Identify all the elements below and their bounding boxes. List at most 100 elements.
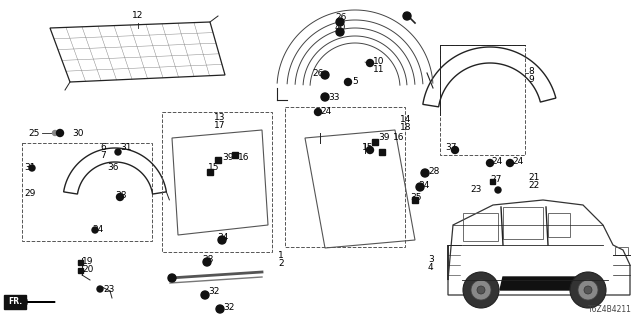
Text: 15: 15 bbox=[208, 163, 220, 172]
Circle shape bbox=[367, 60, 374, 67]
Circle shape bbox=[495, 187, 501, 193]
Text: FR.: FR. bbox=[8, 298, 22, 307]
Bar bbox=[77, 268, 83, 273]
Text: 27: 27 bbox=[490, 174, 501, 183]
Bar bbox=[232, 152, 238, 158]
Circle shape bbox=[416, 183, 424, 191]
Bar bbox=[77, 260, 83, 265]
Circle shape bbox=[367, 147, 374, 154]
Text: 3: 3 bbox=[428, 254, 434, 263]
Text: 18: 18 bbox=[400, 124, 412, 132]
Text: 6: 6 bbox=[100, 143, 106, 153]
Circle shape bbox=[29, 165, 35, 171]
Circle shape bbox=[421, 169, 429, 177]
Circle shape bbox=[97, 286, 103, 292]
Text: 34: 34 bbox=[418, 181, 429, 190]
Text: 31: 31 bbox=[24, 164, 35, 172]
Text: 24: 24 bbox=[320, 108, 332, 116]
Text: 32: 32 bbox=[208, 286, 220, 295]
Text: T6Z4B4211: T6Z4B4211 bbox=[588, 305, 632, 314]
Text: 26: 26 bbox=[312, 68, 323, 77]
Text: 5: 5 bbox=[352, 77, 358, 86]
Circle shape bbox=[486, 159, 493, 166]
Bar bbox=[412, 197, 418, 203]
Text: 20: 20 bbox=[82, 266, 93, 275]
Circle shape bbox=[403, 12, 411, 20]
Text: 32: 32 bbox=[223, 302, 234, 311]
Text: 38: 38 bbox=[115, 191, 127, 201]
Text: 24: 24 bbox=[512, 156, 524, 165]
Text: 28: 28 bbox=[428, 167, 440, 177]
Circle shape bbox=[116, 194, 124, 201]
Circle shape bbox=[451, 147, 458, 154]
Text: 35: 35 bbox=[410, 194, 422, 203]
Bar bbox=[379, 149, 385, 155]
Text: 33: 33 bbox=[328, 92, 339, 101]
Circle shape bbox=[578, 280, 598, 300]
Circle shape bbox=[218, 236, 226, 244]
Text: 19: 19 bbox=[82, 258, 93, 267]
Bar bbox=[490, 179, 495, 183]
FancyArrow shape bbox=[22, 300, 55, 305]
Text: 31: 31 bbox=[120, 143, 131, 153]
Circle shape bbox=[321, 93, 329, 101]
Polygon shape bbox=[500, 277, 596, 290]
Circle shape bbox=[56, 130, 63, 137]
Text: 36: 36 bbox=[107, 164, 118, 172]
Circle shape bbox=[321, 71, 329, 79]
Circle shape bbox=[216, 305, 224, 313]
Text: 23: 23 bbox=[103, 284, 115, 293]
Circle shape bbox=[203, 258, 211, 266]
Text: 4: 4 bbox=[428, 262, 434, 271]
Bar bbox=[463, 213, 498, 241]
Text: 26: 26 bbox=[335, 13, 346, 22]
Text: 24: 24 bbox=[491, 156, 502, 165]
Text: 10: 10 bbox=[373, 58, 385, 67]
Bar bbox=[548, 213, 570, 237]
Text: 15: 15 bbox=[362, 142, 374, 151]
Text: 9: 9 bbox=[528, 75, 534, 84]
Circle shape bbox=[115, 149, 121, 155]
Circle shape bbox=[570, 272, 606, 308]
Text: 37: 37 bbox=[445, 143, 456, 153]
Text: 16: 16 bbox=[393, 132, 404, 141]
Bar bbox=[285, 107, 405, 247]
Circle shape bbox=[168, 274, 176, 282]
Text: 28: 28 bbox=[202, 255, 213, 265]
Text: 7: 7 bbox=[100, 151, 106, 161]
Text: 21: 21 bbox=[528, 172, 540, 181]
Circle shape bbox=[506, 159, 513, 166]
Circle shape bbox=[471, 280, 491, 300]
Text: 39: 39 bbox=[378, 132, 390, 141]
Circle shape bbox=[477, 286, 485, 294]
Bar bbox=[615, 247, 628, 255]
Bar bbox=[4, 295, 26, 309]
Text: 14: 14 bbox=[400, 116, 412, 124]
Circle shape bbox=[92, 227, 98, 233]
Text: 39: 39 bbox=[222, 154, 234, 163]
Text: 40: 40 bbox=[335, 23, 346, 33]
Text: 11: 11 bbox=[373, 66, 385, 75]
Text: 8: 8 bbox=[528, 67, 534, 76]
Text: 17: 17 bbox=[214, 121, 225, 130]
Bar bbox=[207, 169, 213, 175]
Circle shape bbox=[463, 272, 499, 308]
Text: 12: 12 bbox=[132, 11, 144, 20]
Circle shape bbox=[314, 108, 321, 116]
Bar bbox=[215, 157, 221, 163]
Text: 34: 34 bbox=[217, 233, 228, 242]
Text: 2: 2 bbox=[278, 259, 284, 268]
Text: 30: 30 bbox=[72, 129, 83, 138]
Text: 23: 23 bbox=[470, 186, 481, 195]
Bar bbox=[503, 207, 543, 239]
Text: 29: 29 bbox=[24, 189, 35, 198]
Bar bbox=[162, 112, 272, 252]
Circle shape bbox=[344, 78, 351, 85]
Circle shape bbox=[336, 18, 344, 26]
Text: 13: 13 bbox=[214, 113, 225, 122]
Text: 22: 22 bbox=[528, 180, 540, 189]
Circle shape bbox=[201, 291, 209, 299]
Circle shape bbox=[52, 131, 58, 135]
Circle shape bbox=[336, 28, 344, 36]
Text: 1: 1 bbox=[278, 251, 284, 260]
